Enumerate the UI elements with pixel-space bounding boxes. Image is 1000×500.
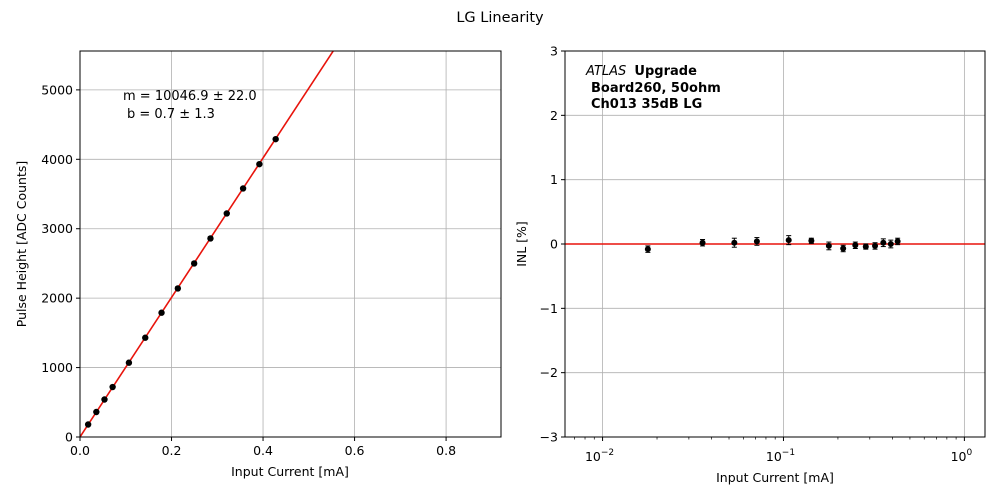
inl-point [872,242,879,249]
inl-points [644,235,901,253]
inl-x-tick-label: 100 [951,448,973,464]
inl-point [825,242,832,249]
linearity-point [256,160,263,168]
linearity-point [125,359,133,366]
linear-fit-line [80,51,335,437]
linearity-point [84,421,92,428]
inl-point [808,237,815,244]
linearity-ticks: 0.0 0.2 0.4 0.6 0.8 0 1000 2000 3000 4000 5000 [41,82,456,458]
inl-y-tick-label: −1 [540,301,558,316]
inl-x-tick-base: 10 [766,449,782,464]
linearity-point [223,210,230,217]
linearity-x-tick-label: 0.6 [345,443,365,458]
inl-point [887,241,894,247]
inl-point [785,237,792,244]
linearity-plot: 0.0 0.2 0.4 0.6 0.8 0 1000 2000 3000 4000 5000 Inp… [14,50,502,479]
inl-point [699,239,706,246]
inl-x-tick-label: 10−2 [585,448,614,464]
inl-y-tick-label: 2 [550,108,558,123]
inl-y-label: INL [%] [514,221,529,267]
linearity-y-tick-label: 1000 [41,360,73,375]
inl-y-tick-label: 0 [550,237,558,252]
linearity-x-tick-label: 0.2 [162,443,182,458]
figure-title: LG Linearity [456,10,544,26]
linearity-x-tick-label: 0.8 [436,443,456,458]
upgrade-label: Upgrade [634,64,697,79]
linearity-y-tick-label: 2000 [41,291,73,306]
inl-point [894,238,901,245]
inl-point [731,239,738,246]
inl-point [880,239,887,246]
linearity-point [190,260,198,267]
linearity-point [101,396,108,403]
linearity-x-tick-label: 0.0 [70,443,90,458]
linearity-points [84,135,279,428]
inl-y-tick-label: 3 [550,44,558,59]
linearity-y-tick-label: 3000 [41,221,73,236]
inl-x-tick-exponent: −1 [782,448,795,458]
inl-x-tick-base: 10 [951,449,967,464]
linearity-y-label: Pulse Height [ADC Counts] [14,161,29,327]
linearity-x-label: Input Current [mA] [231,464,349,479]
linearity-point [142,334,149,341]
inl-point [840,245,847,252]
channel-label: Ch013 35dB LG [591,97,702,112]
inl-point [852,242,859,249]
linearity-point [158,309,165,316]
inl-y-tick-label: −2 [540,365,558,380]
linearity-axes-frame [79,50,502,438]
inl-y-tick-label: −3 [540,430,558,445]
linearity-point [109,383,116,391]
linearity-point [239,185,247,192]
linearity-y-tick-label: 4000 [41,152,73,167]
atlas-label-line: ATLAS Upgrade [585,64,697,79]
linearity-point [174,285,182,292]
inl-x-tick-base: 10 [585,449,601,464]
inl-point [862,243,869,250]
linearity-point [207,235,214,242]
inl-x-label: Input Current [mA] [716,470,834,485]
inl-point [644,246,651,253]
board-label: Board260, 50ohm [591,81,721,96]
linearity-x-tick-label: 0.4 [253,443,273,458]
inl-x-tick-exponent: 0 [966,448,972,458]
atlas-label: ATLAS [585,64,626,79]
linearity-point [272,135,279,143]
linearity-point [93,408,100,416]
linearity-y-tick-label: 0 [65,430,73,445]
inl-point [753,238,760,245]
linearity-y-tick-label: 5000 [41,82,73,97]
inl-x-tick-exponent: −2 [601,448,614,458]
fit-slope-annotation: m = 10046.9 ± 22.0 [123,89,257,104]
inl-y-tick-label: 1 [550,172,558,187]
fit-intercept-annotation: b = 0.7 ± 1.3 [127,107,215,122]
inl-x-tick-label: 10−1 [766,448,795,464]
